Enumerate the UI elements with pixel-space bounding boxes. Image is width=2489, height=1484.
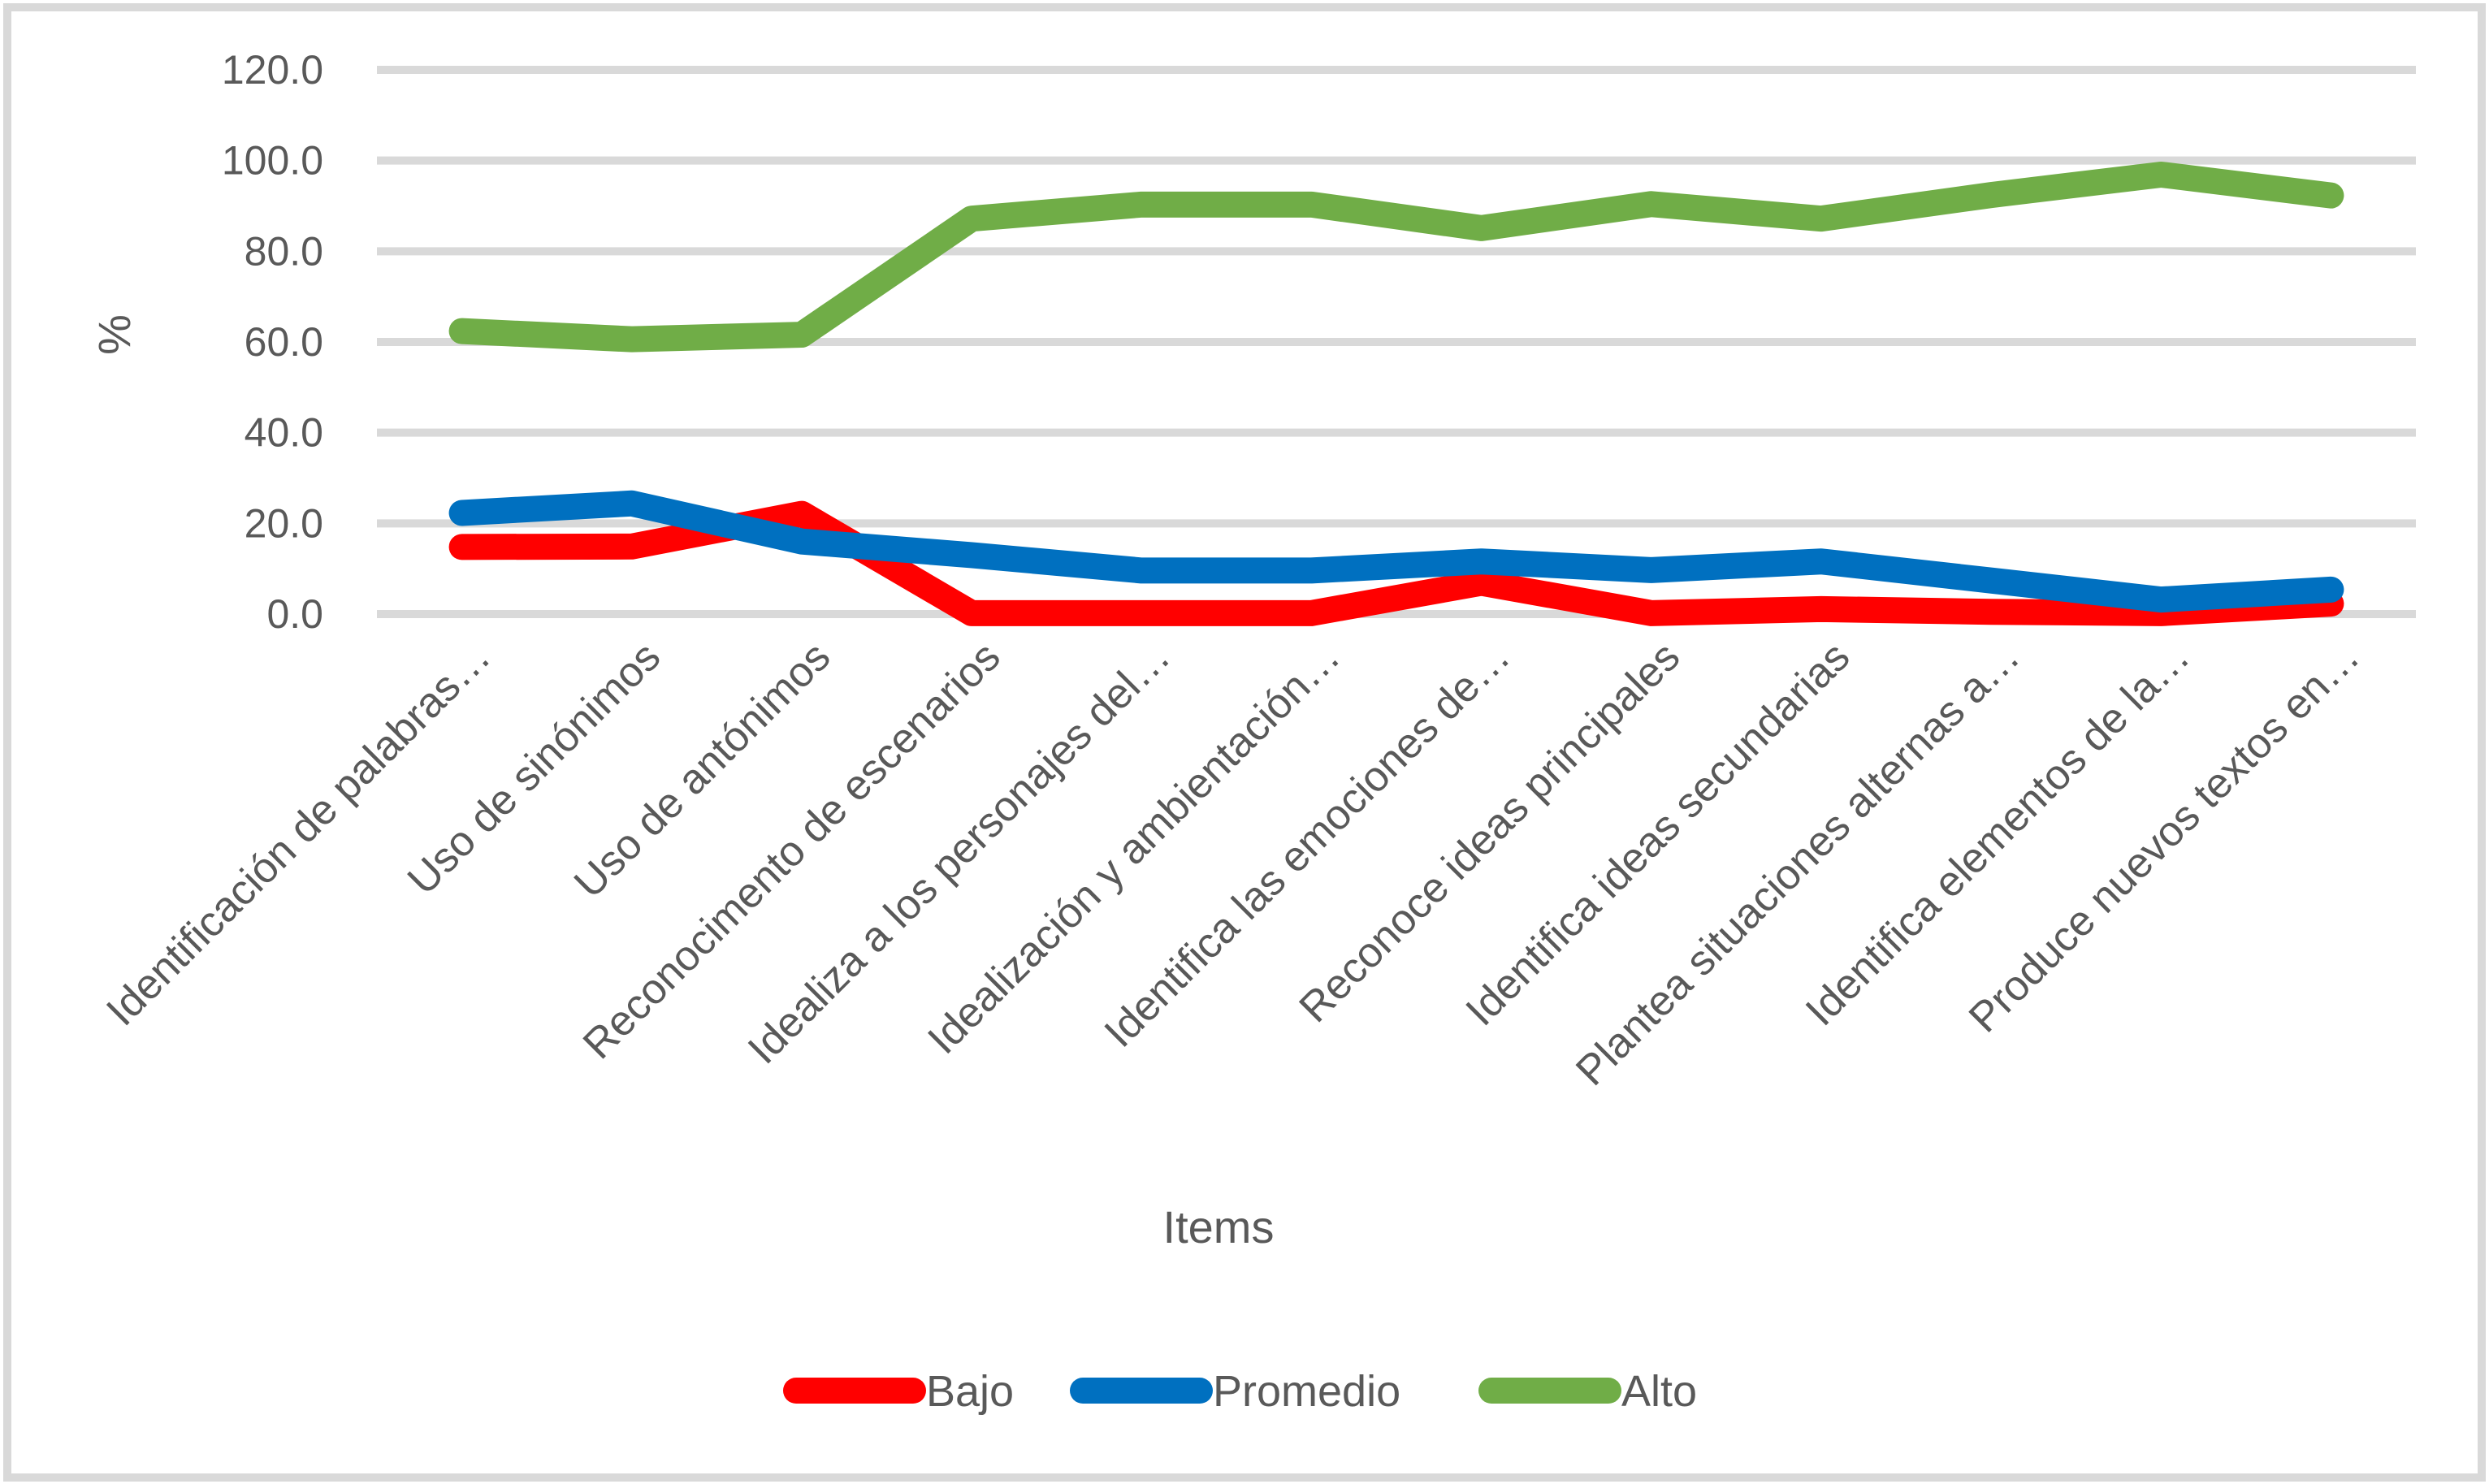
x-axis-categories: Identificación de palabras…Uso de sinóni…	[97, 633, 2369, 1094]
y-tick-label: 20.0	[245, 500, 323, 546]
y-tick-label: 0.0	[266, 591, 323, 637]
legend-item-promedio[interactable]: Promedio	[1070, 1367, 1400, 1416]
y-tick-label: 80.0	[245, 228, 323, 274]
series-line-bajo[interactable]	[448, 500, 2344, 626]
y-axis-title: %	[89, 314, 140, 355]
x-axis-title: Items	[1163, 1201, 1275, 1253]
legend-label: Bajo	[926, 1367, 1014, 1416]
legend-label: Alto	[1621, 1367, 1697, 1416]
y-tick-label: 40.0	[245, 410, 323, 456]
legend-label: Promedio	[1213, 1367, 1400, 1416]
legend-item-alto[interactable]: Alto	[1478, 1367, 1697, 1416]
series-lines	[448, 161, 2344, 626]
series-line-promedio[interactable]	[448, 490, 2344, 613]
legend-item-bajo[interactable]: Bajo	[783, 1367, 1014, 1416]
legend: Bajo Promedio Alto	[783, 1367, 1697, 1416]
y-axis-ticks: 0.0 20.0 40.0 60.0 80.0 100.0 120.0	[222, 47, 323, 637]
y-tick-label: 60.0	[245, 319, 323, 365]
series-line-alto[interactable]	[448, 161, 2344, 353]
y-tick-label: 120.0	[222, 47, 323, 93]
y-tick-label: 100.0	[222, 138, 323, 184]
